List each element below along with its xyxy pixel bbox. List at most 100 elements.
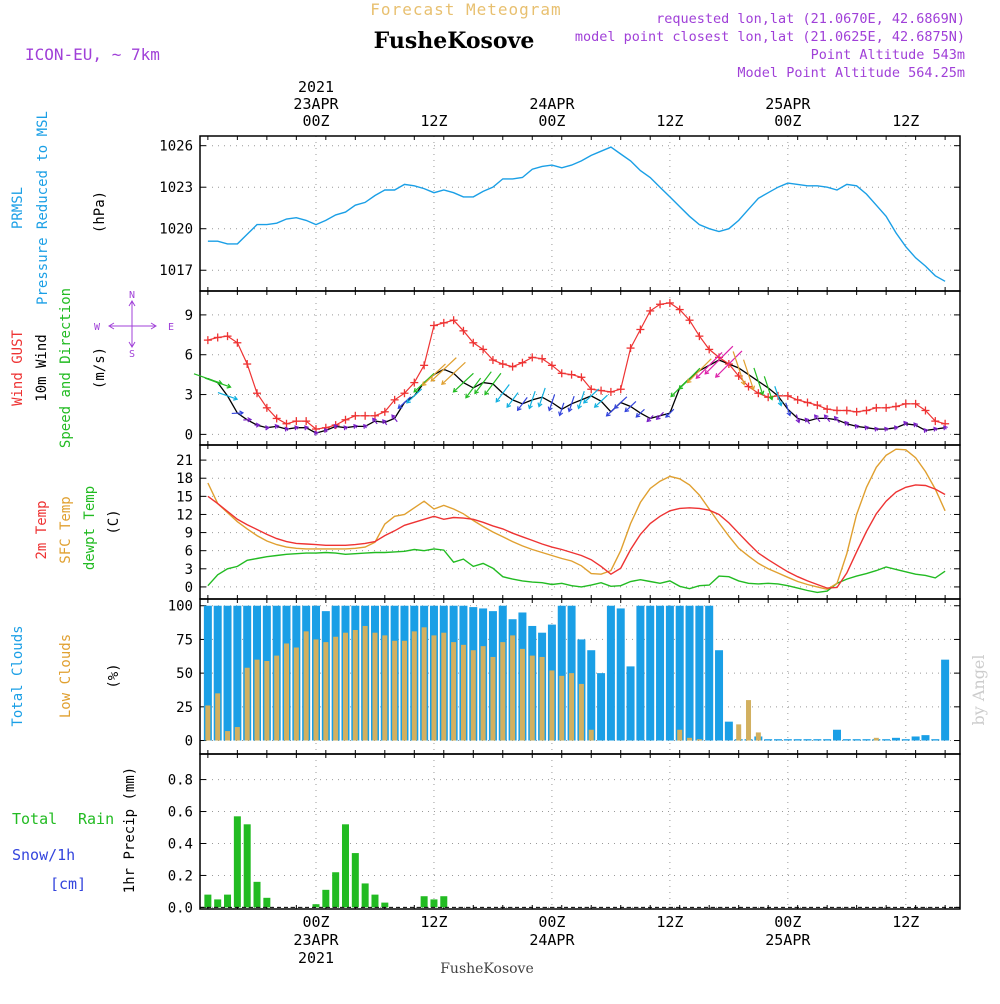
clouds-unit: (%) xyxy=(106,663,122,688)
pressure-ytick-label: 1026 xyxy=(159,139,193,155)
low-cloud-bar xyxy=(225,731,230,740)
low-cloud-bar xyxy=(697,739,702,740)
bottom-axis-label: 12Z xyxy=(420,913,447,931)
temp-ytick-label: 18 xyxy=(176,471,193,487)
pressure-ytick-label: 1020 xyxy=(159,222,193,238)
gust-marker xyxy=(853,408,861,416)
total-clouds-label: Total Clouds xyxy=(10,625,26,726)
gust-marker xyxy=(214,333,222,341)
gust-marker xyxy=(204,336,212,344)
gust-label: Wind GUST xyxy=(10,330,26,406)
top-axis-label: 23APR xyxy=(293,95,339,113)
gust-marker xyxy=(872,404,880,412)
rain-bar xyxy=(244,824,251,907)
gust-marker xyxy=(794,396,802,404)
rain-bar xyxy=(214,899,221,907)
wind-ytick-label: 6 xyxy=(185,348,193,364)
gust-marker xyxy=(646,307,654,315)
bottom-axis-label: 25APR xyxy=(765,931,811,949)
watermark: by Angel xyxy=(969,654,988,725)
precip-ylabel: 1hr Precip (mm) xyxy=(122,767,138,893)
low-cloud-bar xyxy=(235,727,240,740)
gust-marker xyxy=(341,416,349,424)
total-cloud-bar xyxy=(902,739,910,740)
clouds-ytick-label: 50 xyxy=(176,666,193,682)
model-altitude: Model Point Altitude 564.25m xyxy=(737,65,965,81)
top-axis-label: 00Z xyxy=(538,112,565,130)
gust-marker xyxy=(243,360,251,368)
wind-arrow-shaft xyxy=(518,397,528,410)
wind-arrow xyxy=(835,417,840,423)
pressure-ytick-label: 1023 xyxy=(159,180,193,196)
low-cloud-bar xyxy=(294,648,299,741)
low-cloud-bar xyxy=(490,657,495,741)
gust-marker xyxy=(568,371,576,379)
gust-marker xyxy=(892,403,900,411)
clouds-ytick-label: 100 xyxy=(168,599,193,615)
rain-bar xyxy=(204,895,211,908)
low-cloud-bar xyxy=(471,650,476,740)
total-cloud-bar xyxy=(823,739,831,740)
rain-bar xyxy=(332,872,339,907)
wind-ytick-label: 3 xyxy=(185,388,193,404)
wind-arrow xyxy=(496,385,509,402)
rain-bar xyxy=(381,903,388,908)
low-cloud-bar xyxy=(510,635,515,740)
low-cloud-bar xyxy=(559,676,564,741)
sfc-temp-line xyxy=(208,449,945,589)
wind-arrow xyxy=(914,423,918,427)
total-cloud-bar xyxy=(843,739,851,740)
temp-ytick-label: 12 xyxy=(176,507,193,523)
wind-arrow xyxy=(666,409,674,417)
bottom-axis-label: 12Z xyxy=(656,913,683,931)
low-cloud-bar xyxy=(677,730,682,741)
wind-arrow xyxy=(924,429,928,433)
top-axis-label: 00Z xyxy=(302,112,329,130)
wind-arrow xyxy=(285,428,289,432)
precip-ytick-label: 0.4 xyxy=(168,836,193,852)
low-cloud-bar xyxy=(874,738,879,741)
rain-bar xyxy=(234,816,241,907)
pressure-labels: PRMSL Pressure Reduced to MSL (hPa) xyxy=(10,111,108,305)
chart-panels: 1017102010231026036903691215182102550751… xyxy=(159,136,960,916)
total-cloud-bar xyxy=(587,650,595,740)
rain-bar xyxy=(254,882,261,908)
total-cloud-bar xyxy=(617,608,625,740)
bottom-axis-label: 2021 xyxy=(298,949,334,967)
rain-bar xyxy=(362,883,369,907)
total-label: Total xyxy=(12,810,57,828)
gust-marker xyxy=(283,420,291,428)
low-cloud-bar xyxy=(579,684,584,741)
wind-arrow xyxy=(615,397,627,408)
low-cloud-bar xyxy=(274,656,279,741)
total-cloud-bar xyxy=(627,666,635,740)
gust-marker xyxy=(636,326,644,334)
total-cloud-bar xyxy=(636,606,644,741)
wind-arrow xyxy=(578,391,585,408)
requested-coords: requested lon,lat (21.0670E, 42.6869N) xyxy=(656,11,965,27)
precip-ytick-label: 0.0 xyxy=(168,900,193,916)
wind-arrow xyxy=(232,411,243,415)
wind-arrow xyxy=(364,425,368,429)
rain-bar xyxy=(342,824,349,907)
point-altitude: Point Altitude 543m xyxy=(811,47,965,63)
gust-marker xyxy=(784,392,792,400)
gust-marker xyxy=(518,359,526,367)
t2m-label: 2m Temp xyxy=(34,500,50,559)
total-cloud-bar xyxy=(912,736,920,740)
total-cloud-bar xyxy=(705,606,713,741)
low-cloud-bar xyxy=(746,700,751,740)
total-cloud-bar xyxy=(892,738,900,741)
model-name: ICON-EU, ~ 7km xyxy=(25,45,160,64)
gust-marker xyxy=(627,344,635,352)
top-axis-label: 12Z xyxy=(656,112,683,130)
total-cloud-bar xyxy=(686,606,694,741)
wind-label: 10m Wind xyxy=(34,334,50,401)
top-axis-label: 24APR xyxy=(529,95,575,113)
total-cloud-bar xyxy=(646,606,654,741)
gust-marker xyxy=(509,363,517,371)
